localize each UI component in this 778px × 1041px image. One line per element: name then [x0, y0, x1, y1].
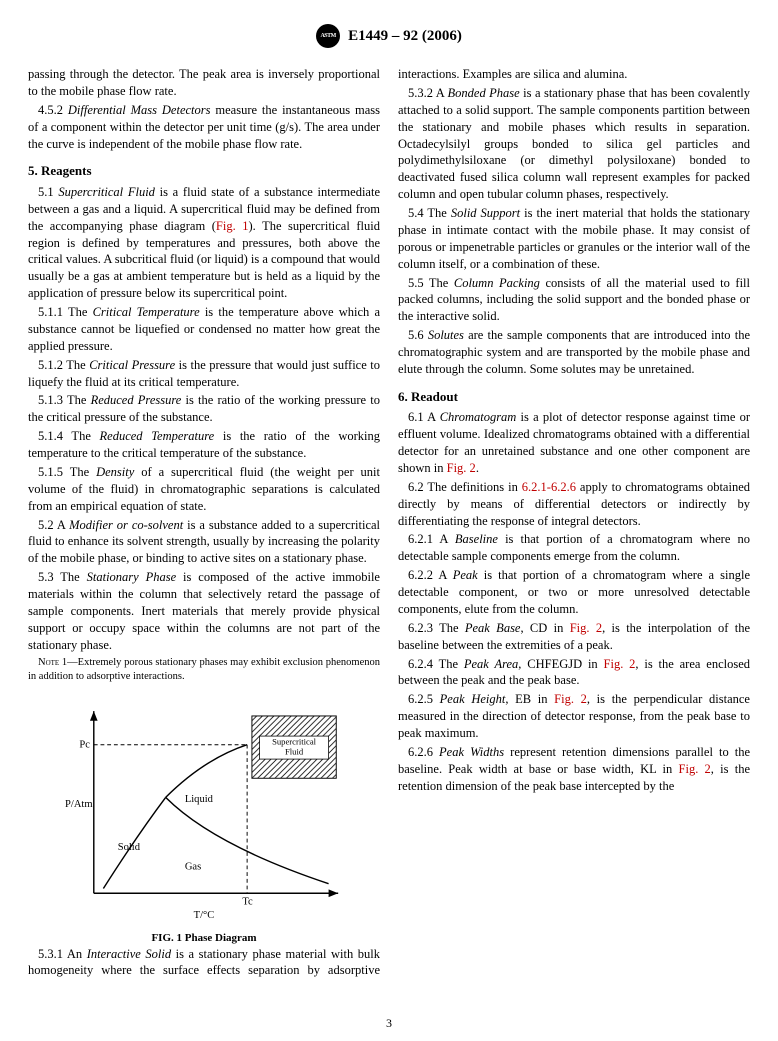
para-5-3: 5.3 The Stationary Phase is composed of … — [28, 569, 380, 653]
para-5-1-5: 5.1.5 The Density of a supercritical flu… — [28, 464, 380, 515]
para-5-1-1: 5.1.1 The Critical Temperature is the te… — [28, 304, 380, 355]
para-6-1: 6.1 A Chromatogram is a plot of detector… — [398, 409, 750, 477]
para-5-2: 5.2 A Modifier or co-solvent is a substa… — [28, 517, 380, 568]
doc-id: E1449 – 92 (2006) — [348, 26, 462, 46]
para-5-1-3: 5.1.3 The Reduced Pressure is the ratio … — [28, 392, 380, 426]
para-6-2-6: 6.2.6 Peak Widths represent retention di… — [398, 744, 750, 795]
note-1: Note 1—Extremely porous stationary phase… — [28, 656, 380, 684]
para-6-2-4: 6.2.4 The Peak Area, CHFEGJD in Fig. 2, … — [398, 656, 750, 690]
para-6-2-2: 6.2.2 A Peak is that portion of a chroma… — [398, 567, 750, 618]
para-5-1-4: 5.1.4 The Reduced Temperature is the rat… — [28, 428, 380, 462]
svg-text:T/°C: T/°C — [194, 910, 215, 921]
para-6-2-3: 6.2.3 The Peak Base, CD in Fig. 2, is th… — [398, 620, 750, 654]
link-fig2-e[interactable]: Fig. 2 — [679, 762, 711, 776]
para-5-1: 5.1 Supercritical Fluid is a fluid state… — [28, 184, 380, 302]
para-5-4: 5.4 The Solid Support is the inert mater… — [398, 205, 750, 273]
svg-text:Pc: Pc — [79, 739, 90, 750]
para-6-2: 6.2 The definitions in 6.2.1-6.2.6 apply… — [398, 479, 750, 530]
figure-2: DETECTOR RESPONSE O A B C D E F G H J — [768, 66, 778, 255]
phase-diagram-svg: SupercriticalFluid P/Atm Pc Solid Liquid… — [44, 692, 364, 922]
link-fig1[interactable]: Fig. 1 — [216, 219, 249, 233]
page-header: E1449 – 92 (2006) — [28, 24, 750, 48]
para-5-3-2: 5.3.2 A Bonded Phase is a stationary pha… — [398, 85, 750, 203]
link-fig2-d[interactable]: Fig. 2 — [554, 692, 587, 706]
para-4-5-1-cont: passing through the detector. The peak a… — [28, 66, 380, 100]
para-5-1-2: 5.1.2 The Critical Pressure is the press… — [28, 357, 380, 391]
fig2-caption: FIG. 2 Typical Chromatogram — [768, 240, 778, 255]
svg-text:Gas: Gas — [185, 861, 201, 872]
link-fig2-c[interactable]: Fig. 2 — [604, 657, 636, 671]
svg-text:P/Atm: P/Atm — [65, 799, 93, 810]
astm-logo-icon — [316, 24, 340, 48]
fig1-caption: FIG. 1 Phase Diagram — [28, 931, 380, 946]
link-fig2-a[interactable]: Fig. 2 — [447, 461, 476, 475]
para-5-6: 5.6 Solutes are the sample components th… — [398, 327, 750, 378]
svg-text:Solid: Solid — [118, 842, 141, 853]
svg-text:Tc: Tc — [242, 897, 253, 908]
figure-1: SupercriticalFluid P/Atm Pc Solid Liquid… — [28, 692, 380, 946]
para-4-5-2: 4.5.2 Differential Mass Detectors measur… — [28, 102, 380, 153]
section-5-heading: 5. Reagents — [28, 162, 380, 180]
link-621-626[interactable]: 6.2.1-6.2.6 — [522, 480, 576, 494]
two-column-body: passing through the detector. The peak a… — [28, 66, 750, 986]
link-fig2-b[interactable]: Fig. 2 — [570, 621, 602, 635]
svg-text:Liquid: Liquid — [185, 794, 214, 805]
page-number: 3 — [386, 1015, 392, 1031]
para-6-2-5: 6.2.5 Peak Height, EB in Fig. 2, is the … — [398, 691, 750, 742]
para-5-5: 5.5 The Column Packing consists of all t… — [398, 275, 750, 326]
section-6-heading: 6. Readout — [398, 388, 750, 406]
para-6-2-1: 6.2.1 A Baseline is that portion of a ch… — [398, 531, 750, 565]
